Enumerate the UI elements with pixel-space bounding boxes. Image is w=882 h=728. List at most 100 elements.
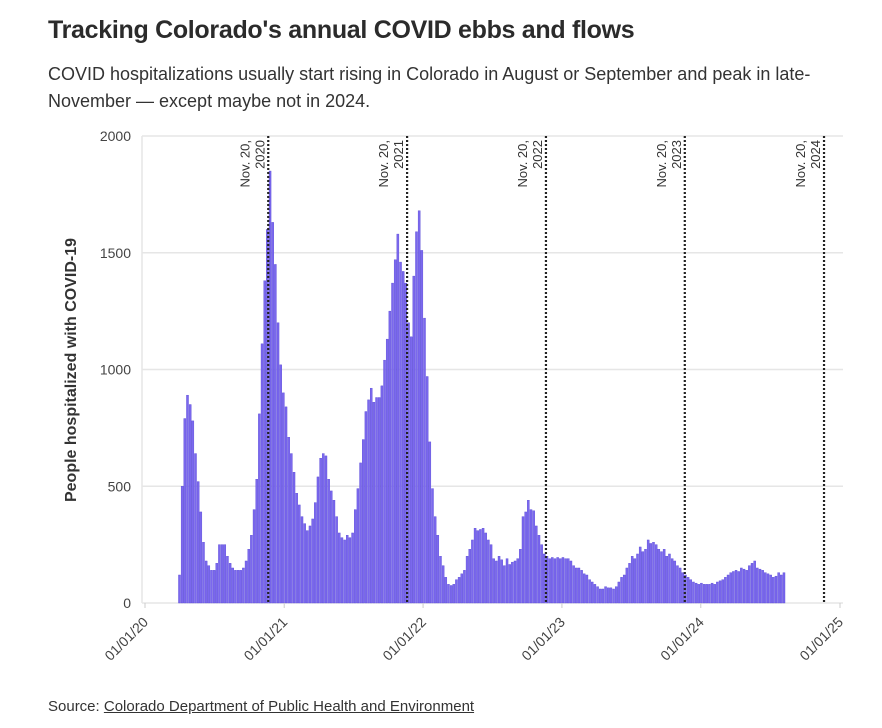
bar	[772, 577, 775, 604]
annotation-label-line1: Nov. 20,	[376, 140, 391, 187]
annotation-label-line1: Nov. 20,	[654, 140, 669, 187]
bar	[569, 560, 573, 604]
bar	[774, 575, 778, 604]
bar	[228, 563, 232, 604]
bar	[708, 584, 711, 604]
bar	[652, 542, 655, 604]
bar	[540, 544, 543, 604]
bar	[284, 406, 288, 604]
bar	[716, 581, 719, 604]
y-tick-label: 2000	[100, 128, 131, 144]
bar	[244, 560, 248, 604]
bar	[487, 539, 490, 604]
bar	[369, 387, 373, 604]
bar	[481, 528, 485, 604]
bar	[199, 511, 203, 604]
bar	[596, 586, 599, 604]
bar	[548, 558, 551, 604]
bar	[473, 528, 477, 604]
bar	[476, 530, 479, 604]
bar	[729, 572, 732, 604]
bar	[383, 359, 386, 604]
bar	[713, 584, 716, 604]
bar	[654, 544, 658, 604]
bar	[492, 558, 495, 604]
bar	[622, 574, 626, 604]
bar	[412, 275, 416, 604]
bar	[468, 549, 471, 604]
bar	[220, 544, 224, 604]
bar	[204, 560, 208, 604]
bar	[375, 397, 378, 604]
bar	[388, 310, 392, 604]
bar	[601, 588, 605, 604]
annotation-label: Nov. 20,2020	[237, 140, 267, 187]
bar	[428, 441, 432, 604]
bar	[407, 322, 410, 604]
annotation-label-line2: 2023	[669, 140, 684, 169]
bar	[242, 567, 245, 604]
bar	[556, 557, 559, 604]
bar	[662, 549, 666, 604]
bar	[300, 516, 304, 604]
bar	[500, 559, 503, 604]
bar	[585, 574, 589, 604]
bar	[417, 210, 421, 604]
y-tick-label: 1500	[100, 245, 131, 261]
bar	[644, 549, 647, 604]
annotation-label-line2: 2024	[808, 140, 823, 169]
bar	[676, 565, 679, 604]
bar	[599, 588, 602, 604]
bar	[215, 563, 219, 604]
bar	[721, 579, 724, 604]
y-axis: 0 500 1000 1500 2000	[100, 128, 131, 611]
bar	[686, 577, 690, 604]
bar	[319, 458, 322, 604]
bar	[356, 488, 360, 604]
bar	[604, 586, 607, 604]
bar	[460, 573, 463, 604]
chart-title: Tracking Colorado's annual COVID ebbs an…	[48, 16, 635, 44]
x-tick-label: 01/01/24	[657, 614, 707, 664]
bar	[306, 530, 309, 604]
bar	[505, 558, 509, 604]
bar	[393, 259, 397, 604]
bar	[354, 509, 357, 604]
bar	[180, 486, 184, 604]
bar	[295, 493, 298, 604]
x-tick-label: 01/01/21	[240, 614, 290, 664]
bar	[750, 563, 754, 604]
bar	[444, 577, 448, 604]
bar	[764, 572, 767, 604]
source-link[interactable]: Colorado Department of Public Health and…	[103, 698, 475, 715]
bar	[303, 523, 306, 604]
bar	[777, 572, 780, 604]
bar	[553, 558, 557, 604]
bar	[660, 551, 663, 604]
bar	[580, 570, 583, 604]
bar	[638, 546, 642, 604]
bar	[737, 571, 740, 604]
bar	[282, 392, 285, 604]
bar	[212, 570, 216, 604]
bar	[372, 401, 376, 604]
bar	[258, 413, 261, 604]
bar	[649, 543, 653, 604]
bar	[314, 502, 317, 604]
bar	[545, 556, 549, 604]
annotation-label: Nov. 20,2021	[376, 140, 406, 187]
bar	[311, 518, 314, 604]
x-tick-label: 01/01/20	[101, 614, 151, 664]
bar	[561, 557, 565, 604]
bar	[511, 561, 514, 604]
bar	[633, 558, 637, 604]
bar	[327, 479, 330, 604]
bar	[535, 525, 538, 604]
bar	[340, 537, 344, 604]
bar	[572, 565, 575, 604]
annotation-label-line1: Nov. 20,	[793, 140, 808, 187]
bar	[351, 532, 354, 604]
bar	[343, 539, 346, 604]
bar	[678, 567, 682, 604]
